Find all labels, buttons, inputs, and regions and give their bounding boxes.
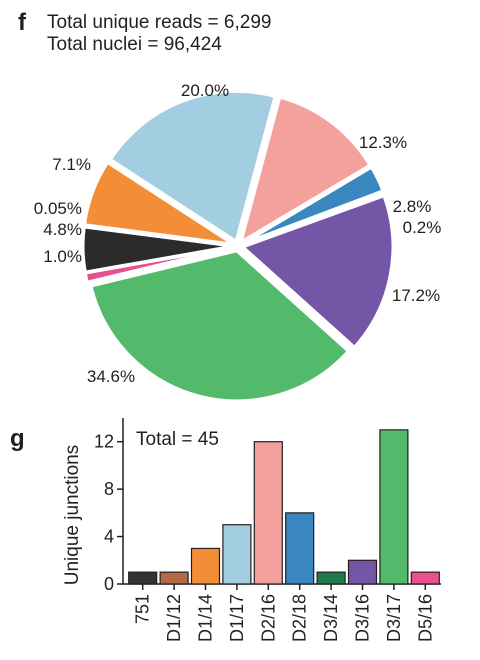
bar-D2-16 (253, 441, 283, 585)
bar-D5-16 (410, 571, 440, 585)
pie-slice-3 (241, 189, 386, 246)
y-axis-label: Unique junctions (62, 445, 83, 585)
y-tick-label: 0 (104, 574, 114, 594)
x-tick-label: D3/14 (321, 594, 341, 642)
pie-title-line1: Total unique reads = 6,299 (47, 12, 271, 33)
bar-D1-12 (159, 571, 189, 585)
pie-title-line2: Total nuclei = 96,424 (47, 34, 222, 55)
bar-751 (128, 571, 158, 585)
x-tick-label: D3/17 (384, 594, 404, 642)
y-tick-label: 4 (104, 527, 114, 547)
bar-D3-17 (379, 429, 409, 585)
x-tick-label: D2/16 (258, 594, 278, 642)
pie-slice-label-3: 0.2% (403, 218, 442, 237)
bar-D1-14 (190, 547, 221, 585)
pie-slice-label-10: 20.0% (181, 81, 229, 100)
bar-D3-16 (347, 559, 378, 585)
pie-slice-1 (239, 95, 372, 244)
x-tick-label: D1/12 (164, 594, 184, 642)
x-tick-label: D2/18 (290, 594, 310, 642)
pie-slice-10 (108, 89, 277, 243)
panel-g-letter: g (10, 425, 25, 452)
pie-chart: 12.3% 2.8% 0.2% 17.2% 34.6% 1.0% 4.8% 0.05% 7.1%… (34, 81, 442, 403)
y-tick-label: 8 (104, 479, 114, 499)
pie-slice-label-1: 12.3% (359, 133, 407, 152)
pie-slice-label-6: 1.0% (43, 247, 82, 266)
pie-slice-label-8: 0.05% (34, 199, 82, 218)
pie-slice-label-5: 34.6% (87, 367, 135, 386)
bar-chart: 0 4 8 12 Unique junctions 751 D1/12 D1/14 D1/17 D… (62, 418, 441, 642)
panel-f-letter: f (18, 9, 27, 36)
pie-slice-label-2: 2.8% (393, 197, 432, 216)
y-tick-label: 12 (94, 432, 114, 452)
x-tick-label: D1/14 (196, 594, 216, 642)
pie-slice-label-7: 4.8% (43, 220, 82, 239)
x-tick-label: D1/17 (227, 594, 247, 642)
pie-slice-5 (89, 249, 350, 403)
pie-slice-9 (83, 160, 235, 246)
pie-slice-4 (241, 194, 395, 349)
bar-D2-18 (285, 512, 315, 585)
bar-D3-14 (316, 571, 346, 585)
bar-D1-17 (222, 524, 252, 585)
x-tick-label: 751 (133, 594, 153, 624)
pie-slice-label-4: 17.2% (392, 286, 440, 305)
bar-chart-annotation: Total = 45 (136, 429, 219, 450)
x-tick-label: D3/16 (353, 594, 373, 642)
pie-slice-label-9: 7.1% (52, 155, 91, 174)
x-tick-label: D5/16 (415, 594, 435, 642)
